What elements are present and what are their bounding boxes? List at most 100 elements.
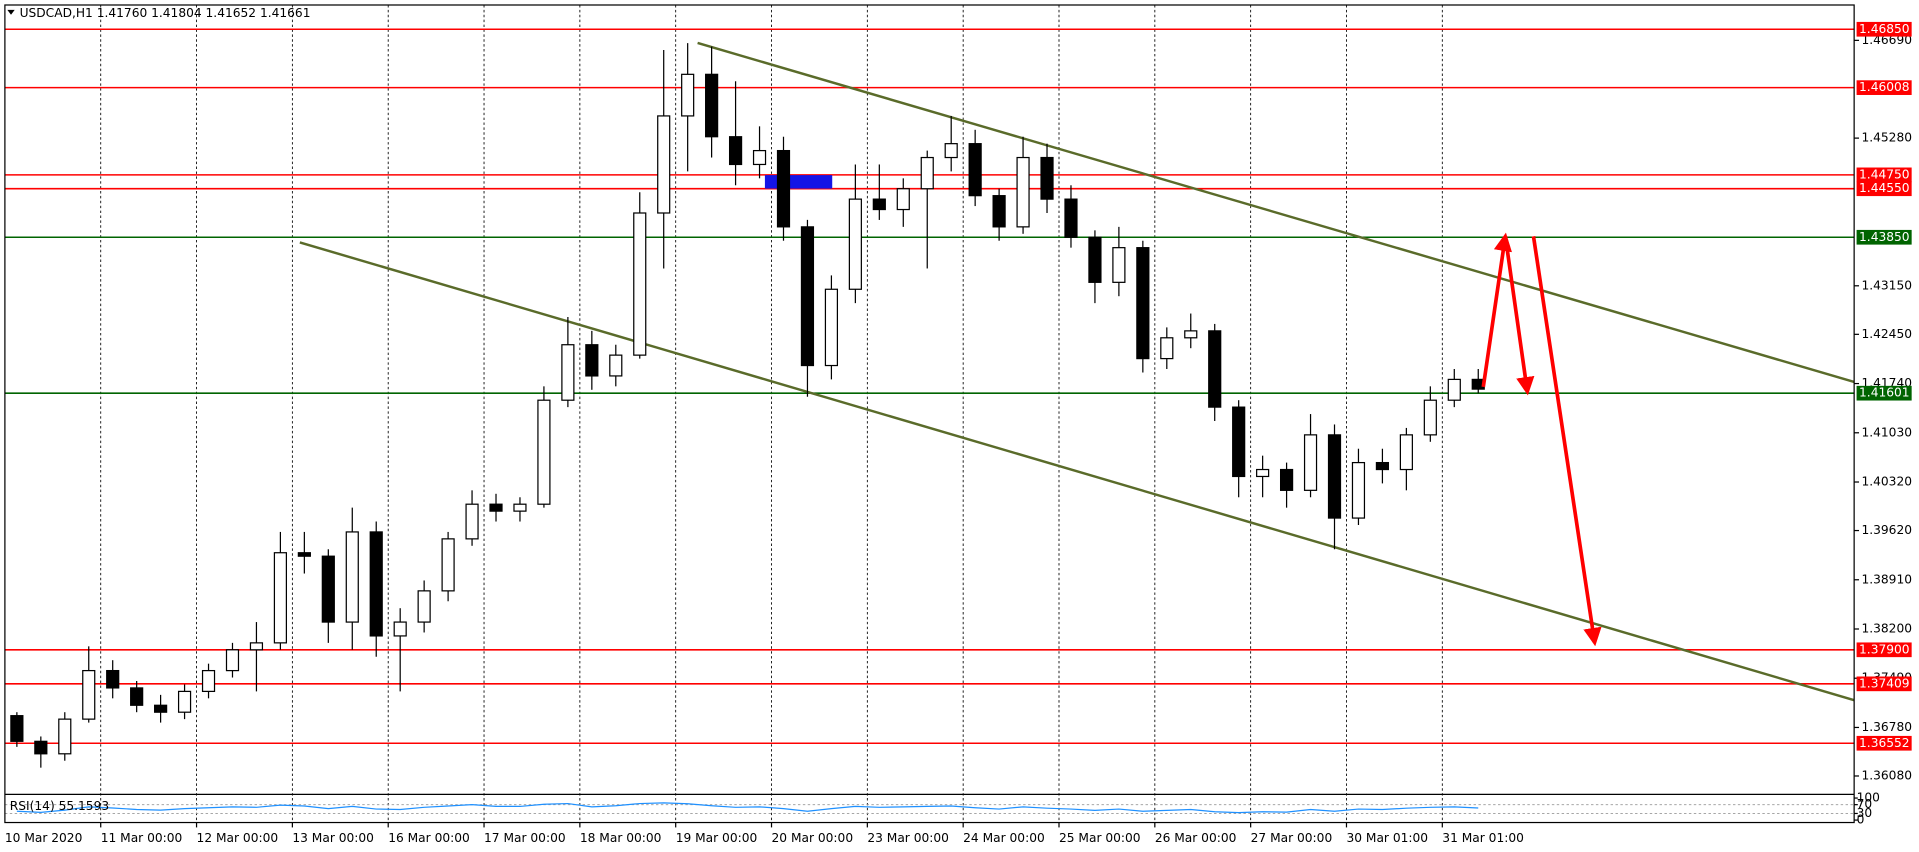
level-label-box xyxy=(1856,385,1912,401)
trend-line xyxy=(697,41,1855,384)
candle-body xyxy=(728,136,743,166)
y-tick-label: 1.45280 xyxy=(1861,131,1912,145)
y-tick-label: 1.40320 xyxy=(1861,475,1912,489)
candle-body xyxy=(441,538,455,592)
candle-body xyxy=(1088,236,1102,283)
x-tick-label: 23 Mar 00:00 xyxy=(867,831,949,845)
x-tick-label: 16 Mar 00:00 xyxy=(388,831,470,845)
candle-body xyxy=(225,649,240,672)
level-label-box xyxy=(1856,229,1912,245)
candle-body xyxy=(824,288,839,367)
level-label-box xyxy=(1856,676,1912,692)
candle-body xyxy=(1232,406,1246,478)
level-label: 1.44550 xyxy=(1859,181,1910,195)
candle-body xyxy=(920,156,934,190)
candle-body xyxy=(1423,399,1437,436)
candle-body xyxy=(297,552,311,557)
candle-body xyxy=(1256,468,1270,478)
candle-body xyxy=(944,143,958,159)
rsi-y-tick-label: 30 xyxy=(1857,806,1873,820)
trend-line xyxy=(299,241,1855,702)
level-label: 1.43850 xyxy=(1859,230,1910,244)
candle-body xyxy=(681,73,695,117)
y-tick-label: 1.36780 xyxy=(1861,720,1912,734)
x-tick-label: 31 Mar 01:00 xyxy=(1442,831,1524,845)
rsi-line xyxy=(16,802,1479,814)
candle-body xyxy=(561,344,575,401)
level-label-box xyxy=(1856,80,1912,95)
candle-body xyxy=(345,531,359,623)
candle-body xyxy=(417,590,431,623)
candle-body xyxy=(537,399,551,505)
candle-body xyxy=(585,344,599,377)
candle-body xyxy=(1303,434,1318,491)
x-tick-label: 13 Mar 00:00 xyxy=(292,831,374,845)
candle-body xyxy=(10,715,24,742)
candle-body xyxy=(752,149,767,166)
candle-body xyxy=(609,354,623,377)
y-tick-label: 1.39620 xyxy=(1861,523,1912,537)
axis-layer: 10 Mar 2020 11 Mar 00:00 12 Mar 00:00 13 Ma… xyxy=(5,22,1912,845)
level-label: 1.46008 xyxy=(1859,80,1910,94)
candle-body xyxy=(800,226,815,367)
candle-body xyxy=(34,740,48,755)
candle-body xyxy=(992,195,1006,228)
rsi-y-tick-label: 0 xyxy=(1857,813,1865,827)
rsi-y-tick-label: 100 xyxy=(1857,791,1880,805)
candle-body xyxy=(465,503,479,540)
candle-body xyxy=(249,642,264,651)
y-tick-label: 1.42450 xyxy=(1861,327,1912,341)
forecast-arrow xyxy=(1531,236,1602,647)
x-tick-label: 30 Mar 01:00 xyxy=(1346,831,1428,845)
level-label-box xyxy=(1856,21,1912,37)
candle-body xyxy=(1351,461,1366,519)
candle-body xyxy=(82,669,96,720)
candle-body xyxy=(154,704,168,713)
x-tick-label: 12 Mar 00:00 xyxy=(197,831,279,845)
candle-body xyxy=(513,503,527,512)
candle-body xyxy=(201,669,216,693)
candle-body xyxy=(130,687,144,706)
level-label: 1.41601 xyxy=(1859,386,1910,400)
candle-body xyxy=(273,552,288,644)
level-label: 1.37409 xyxy=(1859,676,1910,690)
candle-body xyxy=(1208,330,1222,408)
level-label: 1.37900 xyxy=(1859,642,1910,656)
level-label-box xyxy=(1856,735,1912,751)
level-label-box xyxy=(1856,167,1912,183)
chart-frame xyxy=(4,4,1855,824)
y-tick-label: 1.36080 xyxy=(1861,768,1912,782)
menu-triangle xyxy=(7,9,15,15)
x-tick-label: 11 Mar 00:00 xyxy=(101,831,183,845)
rsi-label: RSI(14) 55.1593 xyxy=(10,799,109,813)
candle-body xyxy=(1184,330,1198,339)
x-tick-label: 17 Mar 00:00 xyxy=(484,831,566,845)
zone-box xyxy=(764,175,833,189)
candle-body xyxy=(1327,434,1342,519)
candle-body xyxy=(657,115,671,214)
candle-body xyxy=(58,718,72,755)
candle-body xyxy=(489,503,503,512)
candle-body xyxy=(1160,337,1174,360)
candle-body xyxy=(106,669,120,689)
candle-body xyxy=(369,531,383,637)
candle-body xyxy=(705,73,719,138)
candle-body xyxy=(872,198,886,211)
candle-body xyxy=(1016,156,1030,228)
level-label: 1.36552 xyxy=(1859,736,1910,750)
candle-body xyxy=(321,555,335,623)
level-label-box xyxy=(1856,642,1912,658)
candle-layer xyxy=(10,43,1485,814)
chart-title: USDCAD,H1 1.41760 1.41804 1.41652 1.4166… xyxy=(20,6,311,20)
candle-body xyxy=(1399,434,1413,471)
y-tick-label: 1.41030 xyxy=(1861,425,1912,439)
candle-body xyxy=(177,690,192,713)
candle-body xyxy=(1112,247,1126,283)
level-label-box xyxy=(1856,181,1912,197)
x-tick-label: 27 Mar 00:00 xyxy=(1251,831,1333,845)
forecast-arrow-head xyxy=(1493,232,1512,253)
rsi-y-tick-label: 70 xyxy=(1857,797,1873,811)
